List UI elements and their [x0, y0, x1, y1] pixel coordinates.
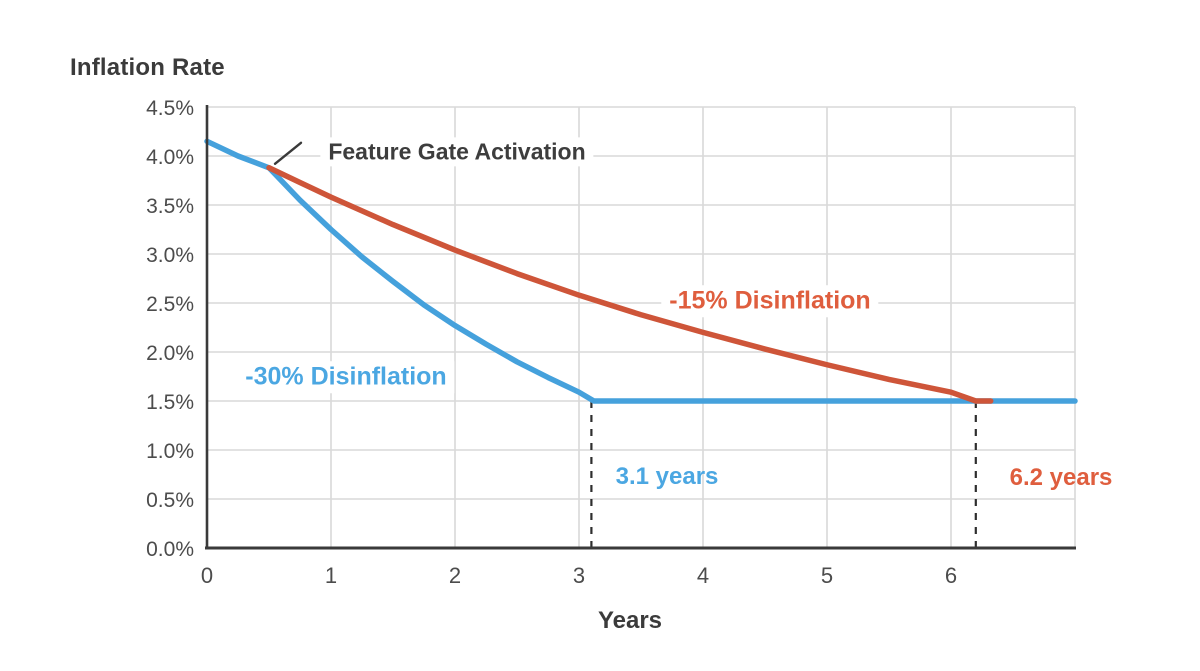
x-tick-label: 6	[945, 563, 957, 588]
marker-label-3-1-years: 3.1 years	[615, 462, 719, 490]
series-line-15-disinflation	[266, 165, 994, 404]
y-tick-label: 0.5%	[146, 489, 194, 512]
y-tick-label: 4.5%	[146, 97, 194, 120]
x-tick-label: 1	[325, 563, 337, 588]
y-tick-label: 4.0%	[146, 146, 194, 169]
x-tick-label: 5	[821, 563, 833, 588]
y-tick-label: 2.0%	[146, 342, 194, 365]
y-tick-label: 3.0%	[146, 244, 194, 267]
marker-label-6-2-years: 6.2 years	[1009, 463, 1113, 491]
series-label-15-disinflation: -15% Disinflation	[661, 285, 879, 317]
feature-gate-annotation: Feature Gate Activation	[320, 137, 594, 167]
chart-title: Inflation Rate	[70, 54, 225, 81]
y-tick-label: 1.0%	[146, 440, 194, 463]
x-tick-label: 0	[201, 563, 213, 588]
y-tick-label: 0.0%	[146, 538, 194, 561]
x-tick-label: 2	[449, 563, 461, 588]
y-tick-label: 2.5%	[146, 293, 194, 316]
y-tick-label: 1.5%	[146, 391, 194, 414]
series-line-30-disinflation	[204, 138, 1078, 404]
y-tick-label: 3.5%	[146, 195, 194, 218]
x-tick-label: 3	[573, 563, 585, 588]
annotation-leader-line	[273, 141, 303, 165]
series-label-30-disinflation: -30% Disinflation	[237, 361, 455, 393]
x-axis-label: Years	[597, 607, 663, 634]
x-tick-label: 4	[697, 563, 709, 588]
